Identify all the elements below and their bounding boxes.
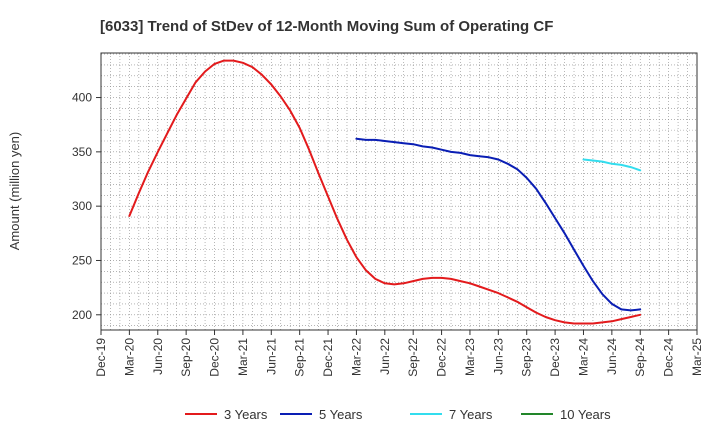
- x-tick-label: Jun-22: [378, 338, 392, 375]
- legend: 3 Years 5 Years 7 Years 10 Years: [185, 407, 611, 422]
- x-tick-label: Mar-23: [463, 338, 477, 376]
- x-tick-label: Mar-20: [122, 338, 136, 376]
- x-tick-label: Jun-20: [151, 338, 165, 375]
- legend-item-5-years: 5 Years: [280, 407, 363, 422]
- series-line-7-years: [582, 158, 642, 172]
- x-tick-label: Sep-21: [293, 338, 307, 377]
- y-tick-label: 400: [72, 91, 92, 105]
- x-tick-label: Jun-21: [264, 338, 278, 375]
- x-tick-label: Sep-23: [520, 338, 534, 377]
- y-tick-label: 350: [72, 145, 92, 159]
- x-tick-label: Mar-24: [576, 338, 590, 376]
- y-tick-label: 250: [72, 253, 92, 267]
- x-tick-label: Mar-21: [236, 338, 250, 376]
- series-line-3-years: [128, 59, 642, 325]
- legend-label: 7 Years: [449, 407, 493, 422]
- y-tick-label: 200: [72, 308, 92, 322]
- x-tick-label: Dec-22: [435, 338, 449, 377]
- y-axis-title: Amount (million yen): [7, 132, 22, 251]
- x-tick-label: Jun-24: [605, 338, 619, 375]
- x-axis: Dec-19 Mar-20 Jun-20 Sep-20 Dec-20 Mar-21 Jun-…: [94, 330, 704, 377]
- y-tick-label: 300: [72, 199, 92, 213]
- x-tick-label: Sep-24: [633, 338, 647, 377]
- x-tick-label: Dec-19: [94, 338, 108, 377]
- legend-item-3-years: 3 Years: [185, 407, 268, 422]
- x-tick-label: Dec-23: [548, 338, 562, 377]
- x-tick-label: Sep-20: [179, 338, 193, 377]
- series-line-5-years: [355, 137, 642, 312]
- chart-title: [6033] Trend of StDev of 12-Month Moving…: [100, 18, 553, 35]
- grid-lines: [101, 53, 697, 330]
- legend-label: 3 Years: [224, 407, 268, 422]
- y-axis: 200 250 300 350 400: [72, 91, 101, 322]
- x-tick-label: Dec-20: [208, 338, 222, 377]
- x-tick-label: Dec-21: [321, 338, 335, 377]
- x-tick-label: Mar-22: [349, 338, 363, 376]
- legend-item-7-years: 7 Years: [410, 407, 493, 422]
- legend-item-10-years: 10 Years: [521, 407, 611, 422]
- x-tick-label: Mar-25: [690, 338, 704, 376]
- plot-frame: [100, 52, 698, 331]
- series-lines: [128, 59, 642, 325]
- plot-area: [101, 53, 697, 330]
- legend-label: 5 Years: [319, 407, 363, 422]
- legend-label: 10 Years: [560, 407, 611, 422]
- x-tick-label: Sep-22: [406, 338, 420, 377]
- x-tick-label: Jun-23: [491, 338, 505, 375]
- x-tick-label: Dec-24: [662, 338, 676, 377]
